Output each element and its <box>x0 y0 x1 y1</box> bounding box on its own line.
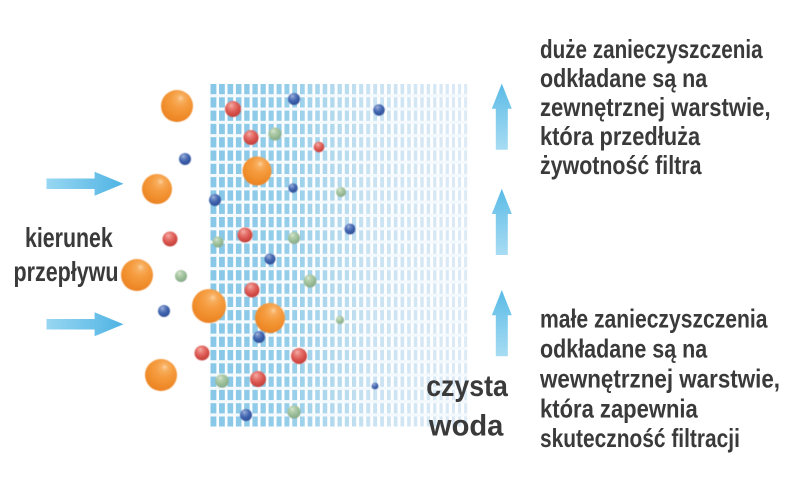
svg-text:odkładane są na: odkładane są na <box>540 333 708 363</box>
svg-text:czysta: czysta <box>426 370 508 403</box>
svg-text:która zapewnia: która zapewnia <box>540 393 698 423</box>
svg-text:małe zanieczyszczenia: małe zanieczyszczenia <box>540 304 768 334</box>
svg-text:przepływu: przepływu <box>14 256 119 287</box>
svg-text:skuteczność filtracji: skuteczność filtracji <box>540 423 740 453</box>
svg-text:woda: woda <box>428 409 504 442</box>
svg-text:kierunek: kierunek <box>25 222 113 253</box>
svg-text:wewnętrznej warstwie,: wewnętrznej warstwie, <box>539 363 780 393</box>
svg-text:odkładane są na: odkładane są na <box>540 63 708 93</box>
svg-text:która przedłuża: która przedłuża <box>540 121 701 151</box>
svg-text:żywotność filtra: żywotność filtra <box>540 150 702 180</box>
svg-text:duże zanieczyszczenia: duże zanieczyszczenia <box>540 34 763 64</box>
svg-text:zewnętrznej warstwie,: zewnętrznej warstwie, <box>540 92 771 122</box>
